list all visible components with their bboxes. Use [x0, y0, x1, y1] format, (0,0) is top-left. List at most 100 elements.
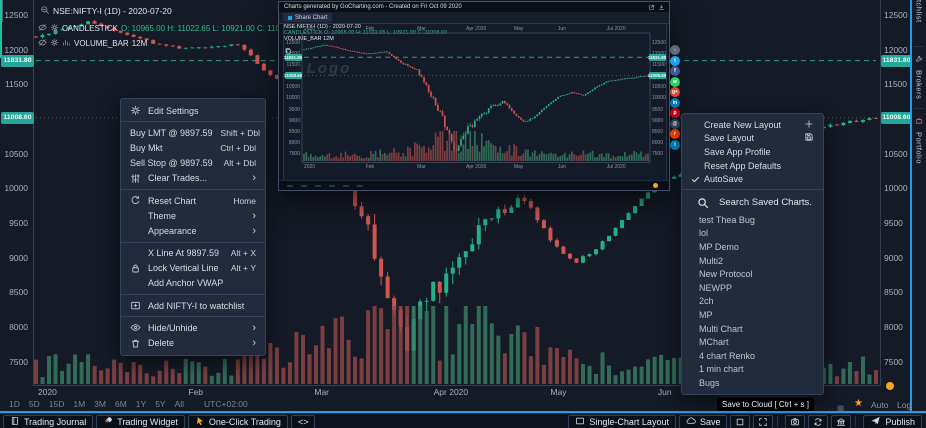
bank-button[interactable] — [831, 414, 852, 428]
saved-chart-item[interactable]: lol — [699, 228, 709, 239]
grid-settings-icon[interactable] — [836, 400, 845, 418]
sidebar-tab-portfolio[interactable]: Portfolio — [912, 112, 926, 174]
share-twitter-icon[interactable]: t — [670, 55, 680, 66]
timeframe-1d[interactable]: 1D — [9, 399, 20, 409]
context-menu-item[interactable]: Sell Stop @ 9897.59 Alt + Dbl — [121, 156, 265, 171]
saved-chart-item[interactable]: 4 chart Renko — [699, 350, 756, 361]
layout-menu-item[interactable]: Reset App Defaults — [682, 159, 823, 173]
button-label: Single-Chart Layout — [589, 416, 669, 427]
context-menu-item[interactable]: Reset Chart Home — [121, 193, 265, 208]
code-button[interactable]: <> — [290, 414, 316, 428]
timeframe-1m[interactable]: 1M — [73, 399, 86, 409]
saved-chart-item[interactable]: 2ch — [699, 296, 714, 307]
external-link-icon[interactable] — [648, 0, 655, 16]
context-menu-item[interactable]: Add NIFTY-I to watchlist — [121, 298, 265, 313]
context-menu-item[interactable]: Add Anchor VWAP — [121, 276, 265, 291]
trading-journal-button[interactable]: Trading Journal — [3, 414, 94, 428]
bottom-toolbar: Trading Journal Trading Widget One-Click T… — [0, 413, 926, 428]
hide-volume-icon[interactable] — [38, 38, 47, 49]
share-facebook-icon[interactable]: f — [670, 66, 680, 76]
share-google-plus-icon[interactable]: g+ — [670, 87, 680, 97]
drawing-toolbar-edge — [0, 0, 2, 58]
layout-menu-item[interactable]: Save App Profile — [682, 145, 823, 159]
timeframe-all[interactable]: All — [174, 399, 185, 409]
share-chart-popup: Charts generated by GoCharting.com - Cre… — [278, 1, 670, 191]
ohlc-values: O: 10965.00 H: 11022.65 L: 10921.00 C: 1… — [121, 24, 300, 33]
layout-menu-item[interactable]: Save Layout — [682, 132, 823, 146]
share-linkedin-icon[interactable]: in — [670, 97, 680, 108]
timeframe-1y[interactable]: 1Y — [135, 399, 147, 409]
context-menu-item[interactable]: Edit Settings — [121, 103, 265, 118]
popup-month-label-top: May — [513, 25, 524, 32]
menu-item-label: Theme — [148, 210, 177, 221]
sidebar-tab-brokers[interactable]: Brokers — [912, 50, 926, 106]
search-saved-charts[interactable]: Search Saved Charts. — [682, 193, 823, 213]
context-menu-item[interactable]: Lock Vertical Line Alt + Y — [121, 261, 265, 276]
context-menu-item[interactable]: Clear Trades... › — [121, 171, 265, 186]
popup-price-tick-left: 8500 — [288, 128, 300, 135]
saved-chart-item[interactable]: Bugs — [699, 377, 720, 388]
publish-button[interactable]: Publish — [863, 414, 922, 428]
share-email-icon[interactable]: @ — [670, 118, 680, 129]
sidebar-tab-label: Brokers — [914, 70, 924, 100]
tab-share-chart[interactable]: Share Chart — [283, 13, 333, 22]
popup-month-label-top: Feb — [365, 25, 375, 32]
context-menu-item[interactable]: Buy LMT @ 9897.59 Shift + Dbl — [121, 125, 265, 140]
expand-button[interactable] — [753, 414, 774, 428]
saved-chart-item[interactable]: MChart — [699, 337, 729, 348]
share-download-icon[interactable]: ↓ — [670, 45, 680, 55]
context-menu-item[interactable]: Hide/Unhide › — [121, 320, 265, 335]
single-chart-layout-button[interactable]: Single-Chart Layout — [568, 414, 676, 428]
share-whatsapp-icon[interactable]: w — [670, 76, 680, 87]
trading-widget-button[interactable]: Trading Widget — [96, 414, 185, 428]
layout-menu-item[interactable]: Create New Layout — [682, 118, 823, 132]
timeframe-3m[interactable]: 3M — [94, 399, 106, 409]
menu-item-label: Appearance — [148, 225, 197, 236]
layout-menu-item[interactable]: AutoSave — [682, 172, 823, 186]
download-icon[interactable] — [658, 0, 665, 16]
timeframe-6m[interactable]: 6M — [114, 399, 127, 409]
saved-chart-item[interactable]: NEWPP — [699, 282, 733, 293]
saved-chart-item[interactable]: 1 min chart — [699, 364, 744, 375]
favorite-star-icon[interactable]: ★ — [854, 398, 863, 409]
sync-button[interactable] — [808, 414, 829, 428]
timezone-label[interactable]: UTC+02:00 — [204, 399, 248, 409]
context-menu-item[interactable]: Theme › — [121, 208, 265, 223]
auto-scale-label[interactable]: Auto — [871, 400, 889, 410]
menu-item-label: Reset App Defaults — [704, 160, 782, 171]
sidebar-tab-watchlist[interactable]: Watchlist — [912, 0, 926, 44]
context-menu-item[interactable]: Buy Mkt Ctrl + Dbl — [121, 140, 265, 155]
share-pinterest-icon[interactable]: p — [670, 108, 680, 118]
share-reddit-icon[interactable]: r — [670, 129, 680, 139]
button-icon — [575, 416, 585, 428]
go-to-realtime-button[interactable] — [886, 382, 894, 390]
saved-chart-item[interactable]: MP — [699, 309, 713, 320]
saved-chart-item[interactable]: New Protocol — [699, 269, 753, 280]
context-menu-item[interactable]: X Line At 9897.59 Alt + X — [121, 246, 265, 261]
zoom-out-icon[interactable] — [40, 5, 50, 17]
share-telegram-icon[interactable]: t — [670, 139, 680, 150]
log-scale-label[interactable]: Log — [897, 400, 912, 410]
camera-button[interactable] — [785, 414, 806, 428]
saved-chart-item[interactable]: Multi Chart — [699, 323, 743, 334]
square-button[interactable] — [730, 414, 751, 428]
popup-legend-volume: VOLUME_BAR 12M — [284, 36, 334, 42]
timeframe-5d[interactable]: 5D — [28, 399, 40, 409]
hide-series-icon[interactable] — [38, 23, 47, 34]
saved-chart-item[interactable]: Multi2 — [699, 255, 724, 266]
series-settings-icon[interactable] — [50, 23, 59, 34]
save-button[interactable]: Save — [678, 414, 728, 428]
saved-chart-item[interactable]: test Thea Bug — [699, 214, 755, 225]
timeframe-15d[interactable]: 15D — [48, 399, 65, 409]
one-click-trading-button[interactable]: One-Click Trading — [187, 414, 288, 428]
popup-price-tick-left: 12500 — [286, 39, 300, 46]
menu-item-shortcut: Alt + Dbl — [223, 158, 256, 169]
popup-mini-chart[interactable]: 2020 2020 Feb Feb Mar Mar Apr 2020 Apr 2020 May M… — [283, 23, 667, 181]
menu-item-label: Save Layout — [704, 133, 755, 144]
copy-icon[interactable] — [284, 42, 666, 60]
context-menu-item[interactable]: Appearance › — [121, 223, 265, 238]
timeframe-5y[interactable]: 5Y — [155, 399, 166, 409]
context-menu-item[interactable]: Delete › — [121, 335, 265, 350]
saved-chart-item[interactable]: MP Demo — [699, 241, 739, 252]
volume-settings-icon[interactable] — [50, 38, 59, 49]
